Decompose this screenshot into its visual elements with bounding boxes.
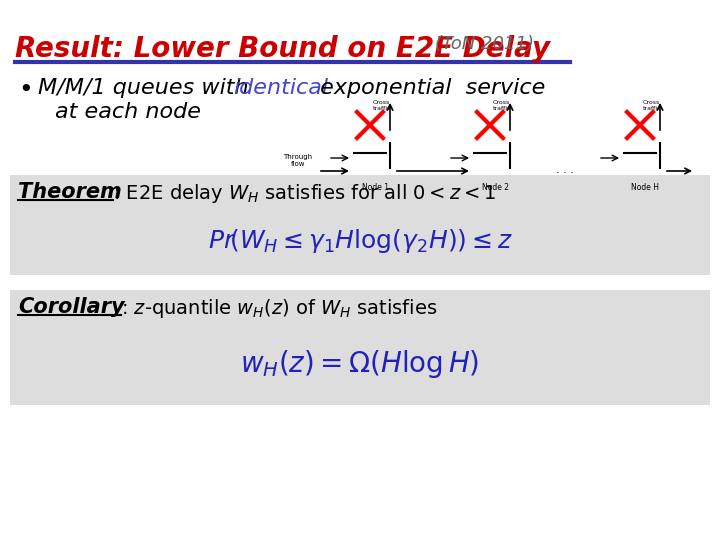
Text: (ToN 2011): (ToN 2011): [435, 35, 534, 53]
Text: : E2E delay $W_H$ satisfies for all $0 < z < 1$: : E2E delay $W_H$ satisfies for all $0 <…: [113, 182, 496, 205]
Text: M/M/1 queues with: M/M/1 queues with: [38, 78, 256, 98]
Text: Node H: Node H: [631, 183, 659, 192]
Text: . . .: . . .: [556, 165, 574, 175]
Text: Through
flow: Through flow: [284, 154, 312, 167]
Text: Theorem: Theorem: [18, 182, 122, 202]
Text: $w_H(z) = \Omega(H\log H)$: $w_H(z) = \Omega(H\log H)$: [240, 348, 480, 380]
Text: at each node: at each node: [55, 102, 201, 122]
Text: Cross
traffic: Cross traffic: [643, 100, 662, 111]
Text: $Pr\!\left(W_H \leq \gamma_1 H\log(\gamma_2 H)\right) \leq z$: $Pr\!\left(W_H \leq \gamma_1 H\log(\gamm…: [207, 227, 513, 255]
Text: •: •: [18, 78, 32, 102]
Text: Corollary: Corollary: [18, 297, 125, 317]
Text: Result: Lower Bound on E2E Delay: Result: Lower Bound on E2E Delay: [15, 35, 550, 63]
Text: identical: identical: [233, 78, 328, 98]
Text: Cross
traffic: Cross traffic: [373, 100, 392, 111]
Text: Cross
traffic: Cross traffic: [493, 100, 511, 111]
Text: : $z$-quantile $w_H(z)$ of $W_H$ satisfies: : $z$-quantile $w_H(z)$ of $W_H$ satisfi…: [121, 297, 437, 320]
FancyBboxPatch shape: [10, 290, 710, 405]
FancyBboxPatch shape: [10, 175, 710, 275]
Text: Node 1: Node 1: [361, 183, 389, 192]
Text: exponential  service: exponential service: [313, 78, 545, 98]
Text: Node 2: Node 2: [482, 183, 508, 192]
